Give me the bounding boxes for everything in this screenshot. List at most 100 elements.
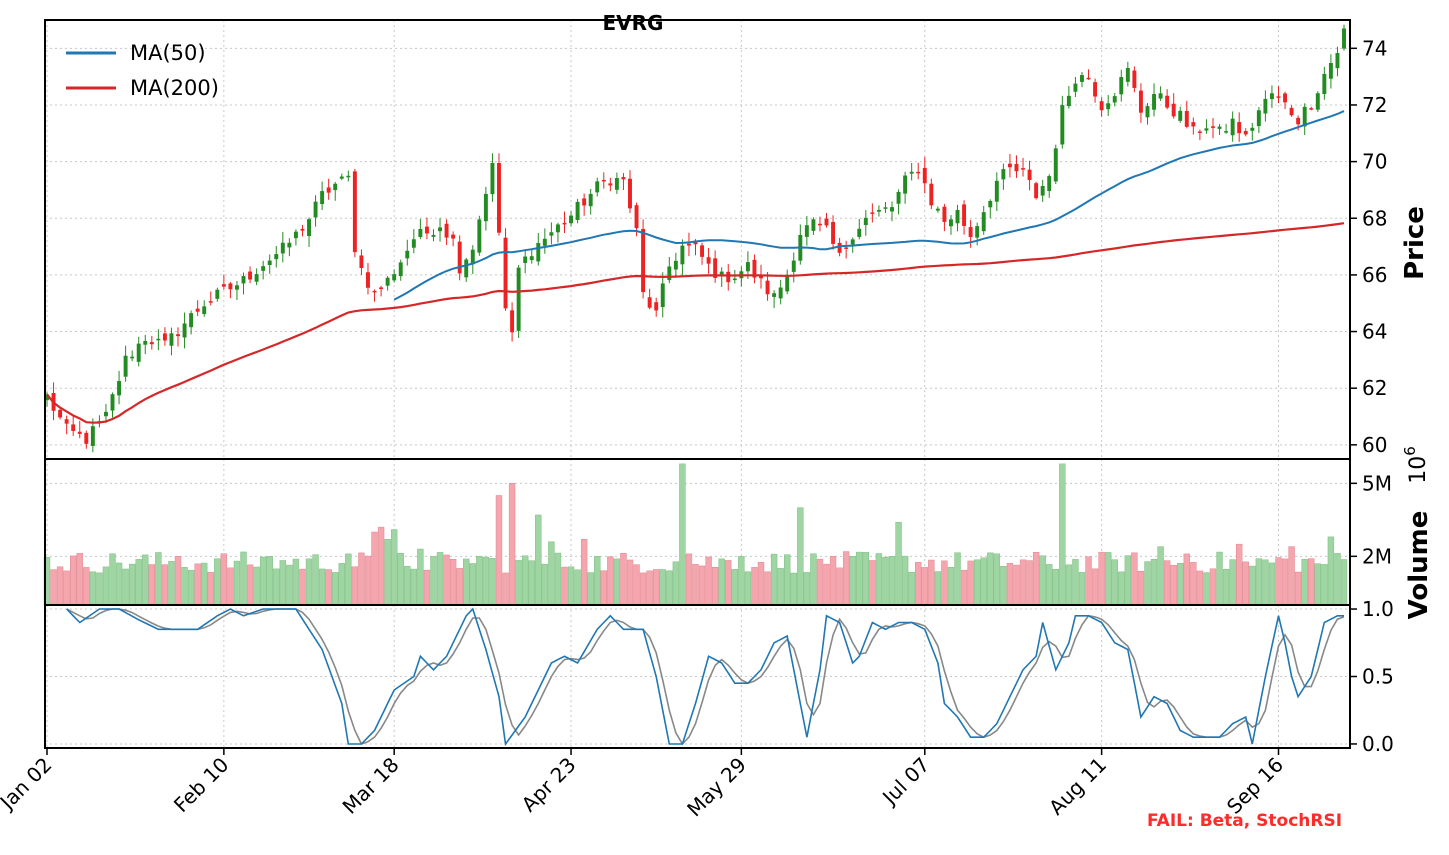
volume-bar — [299, 568, 306, 606]
candle-body — [280, 242, 285, 254]
candle-body — [817, 223, 822, 226]
candle-body — [1053, 148, 1058, 182]
candle-body — [1165, 95, 1170, 108]
candle-body — [647, 297, 652, 308]
candle-body — [876, 209, 881, 212]
volume-bar — [521, 555, 529, 606]
volume-bar — [541, 563, 549, 606]
candle-body — [595, 181, 600, 193]
volume-bar — [580, 539, 588, 606]
candle-body — [503, 237, 508, 309]
candle-body — [1342, 28, 1346, 49]
volume-bar — [1111, 559, 1118, 606]
stochrsi-k-line — [66, 607, 1344, 747]
volume-bar — [1177, 563, 1184, 606]
volume-bar — [528, 560, 535, 606]
stochrsi-panel-grid — [45, 605, 1350, 748]
volume-bar — [810, 553, 817, 606]
price-y-tick-label: 72 — [1362, 93, 1387, 117]
volume-bar — [535, 514, 542, 606]
volume-bar — [672, 561, 680, 606]
candle-body — [1014, 164, 1019, 172]
candle-body — [189, 313, 194, 328]
volume-y-tick-label: 2M — [1362, 544, 1392, 568]
volume-bar — [790, 572, 797, 606]
candle-body — [713, 258, 718, 278]
volume-bar — [1222, 568, 1230, 606]
volume-axis-label: Volume — [1404, 511, 1434, 620]
volume-bar — [168, 561, 175, 606]
candle-body — [1315, 93, 1320, 110]
candle-body — [392, 274, 397, 281]
volume-bar — [1065, 564, 1073, 606]
price-y-ticks: 60 62 64 66 68 70 72 74 — [1350, 36, 1387, 457]
candle-body — [483, 193, 488, 222]
candle-body — [261, 266, 266, 271]
candle-body — [883, 207, 888, 209]
candle-body — [516, 267, 521, 331]
stochrsi-y-tick-label: 0.5 — [1362, 665, 1394, 689]
candle-body — [71, 424, 76, 431]
candle-body — [935, 208, 940, 211]
candle-body — [1289, 107, 1294, 116]
volume-bar — [371, 531, 378, 606]
volume-bar — [128, 563, 136, 606]
candle-body — [1060, 105, 1065, 145]
volume-bar — [1032, 551, 1040, 606]
volume-bar — [823, 563, 830, 606]
volume-bar — [76, 553, 83, 606]
volume-bar — [358, 552, 365, 606]
candle-body — [58, 409, 63, 418]
candle-body — [988, 200, 993, 208]
candle-body — [1145, 106, 1150, 118]
candle-body — [1211, 126, 1215, 128]
candle-body — [64, 419, 69, 424]
candle-body — [791, 260, 796, 272]
volume-bar — [410, 568, 418, 606]
volume-bar — [1091, 568, 1099, 606]
candle-body — [136, 343, 141, 362]
volume-bar — [1288, 546, 1295, 606]
candle-body — [1230, 118, 1235, 136]
volume-bar — [652, 569, 660, 606]
price-y-tick-label: 60 — [1362, 433, 1387, 457]
volume-bar — [1170, 564, 1177, 606]
volume-bar — [954, 552, 961, 606]
volume-bar — [1098, 551, 1105, 606]
candle-body — [444, 223, 449, 238]
volume-bar — [469, 563, 476, 606]
volume-bar — [1006, 563, 1014, 606]
candle-body — [654, 302, 659, 311]
volume-bar — [417, 548, 424, 606]
volume-bar — [1019, 559, 1027, 606]
candle-body — [719, 271, 724, 276]
volume-y-tick-label: 5M — [1362, 471, 1392, 495]
volume-bar — [698, 565, 706, 606]
candle-body — [542, 238, 547, 246]
candle-body — [1250, 127, 1255, 131]
candle-body — [621, 177, 626, 180]
volume-bar — [351, 566, 359, 606]
volume-bar — [1150, 558, 1158, 606]
volume-bar — [993, 553, 1001, 606]
volume-bar — [757, 561, 765, 606]
volume-bar — [928, 559, 935, 606]
candle-body — [90, 426, 95, 446]
moving-average-lines — [46, 110, 1345, 424]
candle-body — [968, 227, 973, 238]
candle-body — [569, 215, 574, 224]
volume-bar — [738, 556, 745, 606]
volume-bar — [692, 564, 699, 606]
volume-bar — [613, 558, 621, 606]
volume-bar — [1327, 536, 1335, 606]
volume-bar — [142, 554, 149, 606]
volume-bar — [1294, 571, 1302, 606]
price-y-tick-label: 68 — [1362, 206, 1387, 230]
candle-body — [562, 222, 567, 225]
price-axis-label: Price — [1400, 206, 1430, 280]
volume-bar — [980, 557, 987, 606]
candle-body — [300, 228, 305, 231]
volume-bar — [594, 556, 601, 606]
volume-bar — [1203, 572, 1210, 606]
volume-bar — [390, 529, 398, 606]
